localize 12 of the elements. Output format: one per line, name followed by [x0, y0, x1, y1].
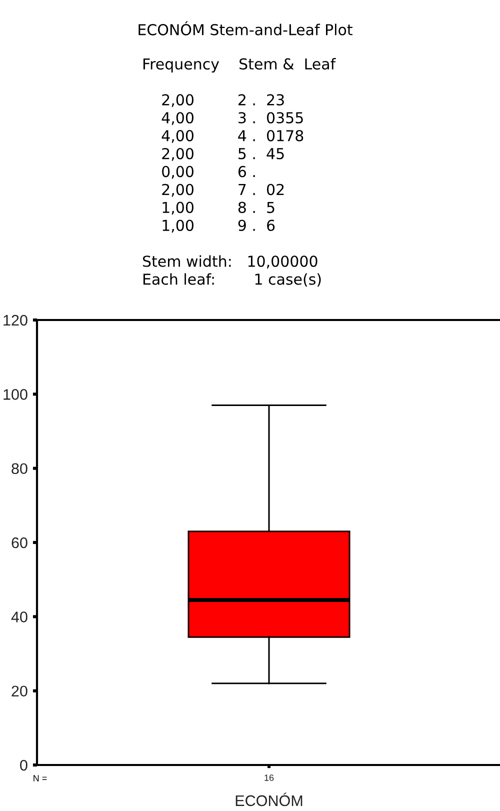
- y-tick-label: 40: [11, 612, 28, 622]
- y-tick-label: 80: [12, 463, 28, 474]
- text: N =: [34, 775, 47, 782]
- text: Frequency Stem & Leaf 2,00 2 . 23 4,00 3 . 0355 4,00 4 . 0178 2,00 5 . 45 0,00 6 . 2,00 7 . 02 1,00 8 . 5 1,00 9 . 6 Stem width: 10,00000 Each leaf: 1 case(s): [142, 58, 336, 287]
- y-tick-label: 20: [12, 686, 28, 697]
- y-tick-label: 0: [20, 760, 28, 771]
- y-tick-label: 120: [4, 314, 28, 326]
- x-axis-title: ECONÓM: [236, 792, 302, 806]
- y-tick-label: 100: [4, 389, 28, 400]
- chart-title: ECONÓM Stem-and-Leaf Plot: [138, 21, 352, 36]
- x-tick-label: 16: [264, 774, 274, 781]
- y-tick-label: 60: [12, 537, 28, 548]
